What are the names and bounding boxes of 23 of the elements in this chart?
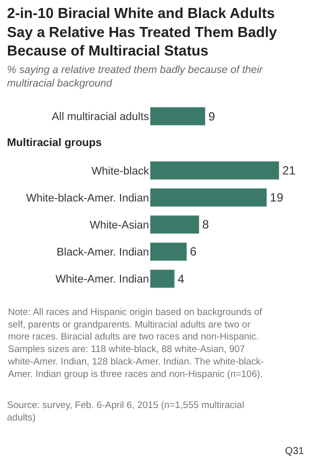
data-label: 21: [282, 163, 296, 178]
data-label: 6: [190, 244, 197, 259]
bar: [150, 269, 175, 288]
data-label: 19: [270, 190, 284, 204]
y-tick-label: White-black: [92, 165, 150, 178]
source-note: Source: survey, Feb. 6-April 6, 2015 (n=1,555 multiracial adults): [7, 400, 244, 424]
data-label: 4: [178, 272, 185, 286]
data-label: 8: [202, 218, 210, 232]
text: Multiracial groups: [7, 137, 102, 149]
chart-title: 2-in-10 Biracial White and Black Adults Say a Relative Has Treated Them Badly Because of Multiracial Status: [7, 6, 277, 60]
text: Note: All races and Hispanic origin based on backgrounds of self, parents or grandparents. Multiracial adults are two or more races. Biracial adults are two races and non-Hispanic. Samples sizes are: 118 white-black, 88 white-Asian, 907 white-Amer. Indian, 128 black-Amer. Indian. The white-black-Amer. Indian group is three races and non-Hispanic (n=106).: [7, 307, 264, 380]
bar: [150, 160, 280, 180]
y-tick-label: White-Amer. Indian: [55, 274, 149, 286]
text: Q31: [285, 446, 304, 457]
y-tick-label: White-black-Amer. Indian: [26, 192, 149, 204]
y-tick-label: Black-Amer. Indian: [56, 246, 149, 259]
bar: [150, 188, 268, 207]
y-tick-label: White-Asian: [90, 219, 149, 232]
y-tick-label: All multiracial adults: [52, 111, 150, 124]
bar: [150, 242, 188, 262]
bar: [150, 215, 200, 234]
data-label: 9: [208, 109, 216, 124]
chart-subtitle: % saying a relative treated them badly because of their multiracial background: [7, 64, 264, 90]
